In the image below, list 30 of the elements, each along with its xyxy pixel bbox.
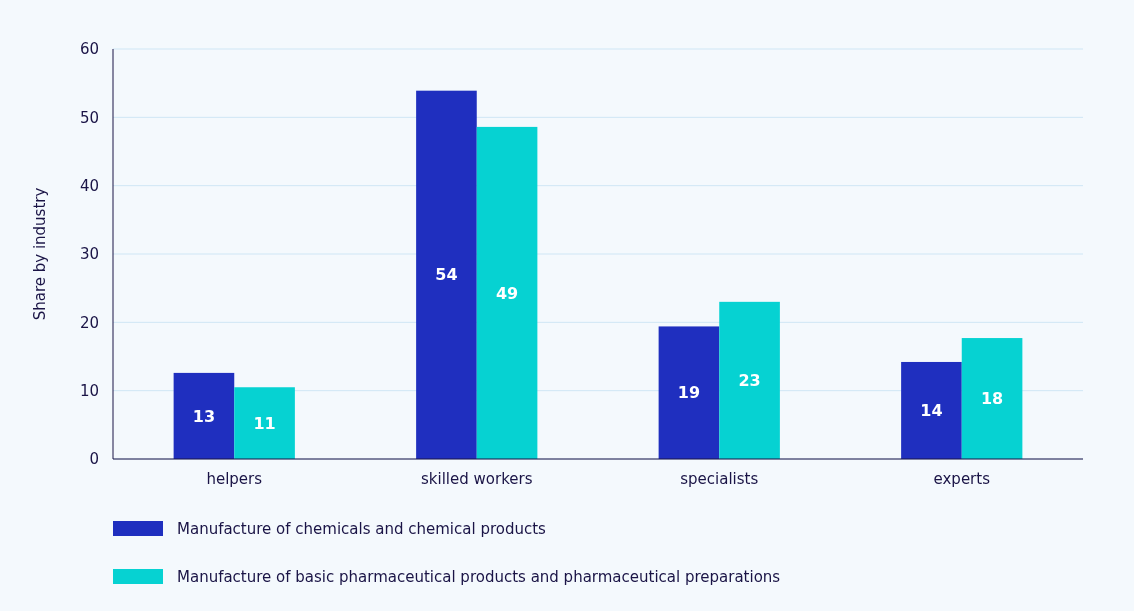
data-label: 11 — [253, 413, 276, 433]
y-tick-label: 40 — [79, 176, 99, 195]
legend-label: Manufacture of basic pharmaceutical products and pharmaceutical preparations — [177, 568, 781, 587]
bar — [658, 326, 720, 459]
data-label: 14 — [920, 401, 943, 421]
y-tick-label: 30 — [79, 245, 99, 264]
bar — [719, 301, 780, 459]
y-tick-label: 20 — [79, 313, 99, 332]
bar — [476, 126, 538, 459]
y-tick-label: 60 — [79, 40, 99, 59]
bar — [901, 361, 962, 459]
bar — [416, 90, 477, 459]
x-tick-label: experts — [933, 470, 991, 488]
x-tick-label: helpers — [206, 470, 263, 488]
y-tick-label: 10 — [79, 381, 99, 400]
x-tick-label: skilled workers — [421, 470, 533, 488]
data-label: 23 — [738, 371, 761, 391]
y-axis-title: Share by industry — [31, 187, 49, 321]
data-label: 18 — [980, 389, 1004, 409]
data-label: 19 — [677, 383, 701, 403]
y-tick-label: 50 — [79, 108, 99, 127]
data-label: 13 — [192, 406, 216, 426]
data-label: 49 — [495, 283, 519, 303]
bar — [234, 387, 295, 459]
bar — [961, 338, 1023, 459]
bar — [173, 372, 235, 459]
x-tick-label: specialists — [680, 470, 759, 488]
y-tick-label: 0 — [89, 450, 99, 469]
legend-label: Manufacture of chemicals and chemical products — [177, 520, 547, 539]
data-label: 54 — [435, 265, 458, 285]
